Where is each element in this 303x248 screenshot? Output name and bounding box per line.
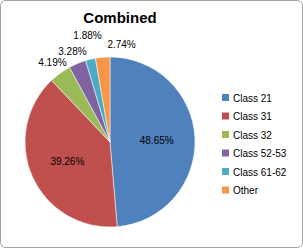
data-label: 4.19% <box>38 57 66 68</box>
legend-swatch <box>222 113 229 120</box>
chart: Combined 48.65% 39.26% 4.19%3.28% 1.88% 2.74%… <box>0 0 303 248</box>
legend-label: Other <box>233 185 259 196</box>
legend-label: Class 31 <box>233 111 272 122</box>
data-label: 1.88% <box>73 30 101 41</box>
legend-swatch <box>222 168 229 175</box>
legend: Class 21 Class 31 Class 32 Class 52-53 Class… <box>222 93 287 197</box>
legend-label: Class 32 <box>233 130 272 141</box>
legend-swatch <box>222 150 229 157</box>
legend-label: Class 61-62 <box>233 167 287 178</box>
pie-slice <box>110 57 195 227</box>
chart-border <box>1 1 303 248</box>
data-label: 2.74% <box>107 39 135 50</box>
pie <box>25 57 195 227</box>
legend-swatch <box>222 187 229 194</box>
title: Combined <box>83 9 156 26</box>
data-label: 39.26% <box>50 156 84 167</box>
legend-swatch <box>222 94 229 101</box>
data-label: 48.65% <box>140 135 174 146</box>
legend-label: Class 52-53 <box>233 148 287 159</box>
legend-swatch <box>222 131 229 138</box>
data-label: 3.28% <box>58 46 86 57</box>
pie-slice <box>95 57 110 142</box>
legend-label: Class 21 <box>233 93 272 104</box>
